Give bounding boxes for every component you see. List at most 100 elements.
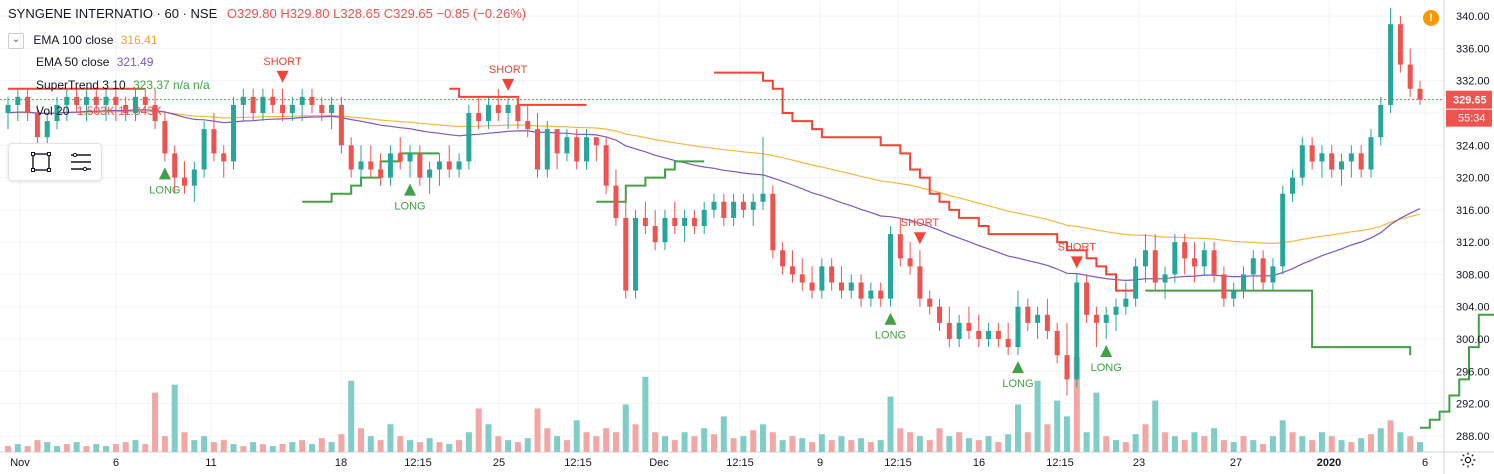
candle-body [701,209,707,226]
candle-body [1241,274,1246,291]
candle-body [505,104,511,113]
candle-body [1025,306,1031,323]
volume-bar [1220,440,1227,452]
candle-body [1221,274,1227,299]
price-tick-label: 332.00 [1456,76,1490,88]
short-signal-arrow [1070,256,1083,269]
warning-icon[interactable]: ! [1423,10,1439,26]
price-axis[interactable]: 340.00336.00332.00328.00324.00320.00316.… [1446,11,1492,443]
candle-body [1074,282,1080,380]
volume-bar [318,438,325,452]
candle-body [1044,314,1050,331]
candle-body [25,96,31,113]
volume-bar [877,440,884,452]
volume-bar [1142,424,1149,452]
candle-body [397,153,403,162]
volume-bar [1407,436,1414,452]
candle-body [564,137,570,154]
time-tick-label: 6 [1422,457,1428,469]
volume-bar [720,416,727,452]
volume-bar [348,380,355,452]
volume-bar [1358,438,1365,452]
candle-body [711,201,717,210]
volume-bar [1367,434,1374,452]
candle-body [329,104,335,113]
volume-bar [240,446,247,452]
drawing-toolbar [8,143,102,181]
candle-body [476,113,482,122]
volume-bar [152,392,159,452]
volume-bar [524,438,531,452]
candle-body [348,145,354,170]
volume-bar [740,436,747,452]
candle-body [5,104,11,113]
volume-bar [1279,420,1286,452]
volume-bar [14,444,21,452]
volume-bar [867,442,874,452]
long-signal-arrow [158,167,171,180]
candle-body [927,298,933,307]
volume-bar [426,438,433,452]
indicator-value: 323.37 n/a n/a [132,78,210,92]
candle-body [309,96,315,105]
symbol-title: SYNGENE INTERNATIO · 60 · NSE [8,6,218,21]
time-tick-label: 23 [1133,457,1145,469]
legend-volume[interactable]: Vol 20 1.503K 11.343K [36,104,162,118]
candle-body [907,258,913,267]
volume-bar [122,442,129,452]
candle-body [995,330,1001,339]
candle-body [623,217,629,291]
volume-bar [926,440,933,452]
candle-body [544,129,550,170]
candle-body [250,96,256,113]
volume-bar [897,428,904,452]
time-axis[interactable]: Nov 6 11 18 12:15 25 12:15 Dec 12:15 9 12:15 16 12:1… [10,457,1428,469]
candle-body [83,96,89,105]
candle-body [937,306,943,323]
volume-bar [779,440,786,452]
volume-bar [652,432,659,452]
legend-ema100[interactable]: ⌄ EMA 100 close 316.41 [8,33,157,49]
indicator-name: EMA 50 close [36,55,110,69]
candle-body [593,137,599,146]
volume-bar [848,440,855,452]
legend-ema50[interactable]: EMA 50 close 321.49 [36,55,153,69]
indicator-value: 1.503K 11.343K [76,104,162,118]
volume-bar [711,434,717,452]
indicator-name: EMA 100 close [33,33,114,48]
legend-supertrend[interactable]: SuperTrend 3 10 323.37 n/a n/a [36,78,210,92]
volume-bar [220,440,227,452]
volume-bar [63,444,70,452]
lines-icon[interactable] [69,150,93,174]
candle-body [1378,104,1384,138]
volume-bar [1230,442,1237,452]
volume-bar [1417,442,1423,452]
volume-bar [799,438,806,452]
price-tick-label: 308.00 [1456,269,1490,281]
candle-body [456,161,462,170]
volume-bar [583,432,590,452]
candle-body [878,290,884,299]
candle-body [1290,177,1296,194]
ohlc-readout: O329.80 H329.80 L328.65 C329.65 −0.85 (−… [226,6,527,21]
candle-body [152,104,158,122]
candle-body [1260,258,1266,283]
price-tick-label: 336.00 [1456,43,1490,55]
time-tick-label: Dec [649,457,669,469]
candle-body [1162,274,1168,283]
gear-icon[interactable] [1459,451,1477,469]
volume-bar [544,428,551,452]
candle-body [1015,306,1021,348]
rectangle-icon[interactable] [29,150,53,174]
candle-body [888,234,893,299]
candle-body [54,104,60,122]
chevron-down-icon[interactable]: ⌄ [8,33,24,49]
candle-body [289,104,295,113]
price-tick-label: 288.00 [1456,431,1490,443]
candle-body [858,282,864,299]
candle-body [525,121,531,130]
time-tick-label: 18 [335,457,347,469]
candle-body [1299,145,1305,178]
candle-body [1133,266,1139,299]
